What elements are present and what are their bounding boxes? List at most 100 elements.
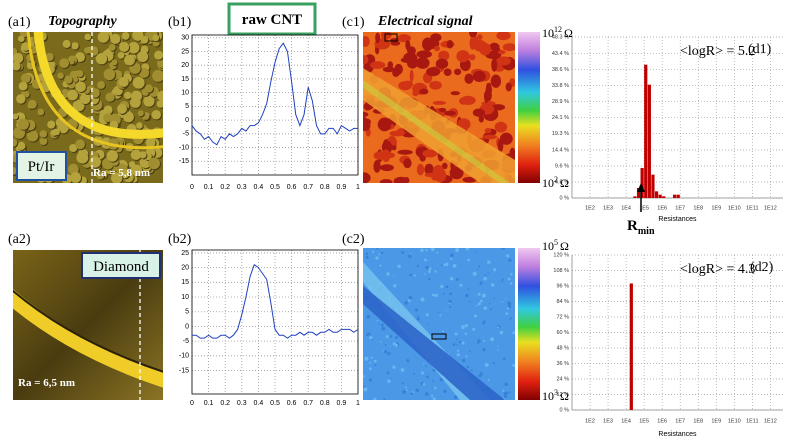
speck	[477, 268, 479, 270]
speck	[387, 379, 391, 383]
domain	[397, 149, 413, 155]
speck	[503, 391, 508, 396]
speck	[455, 338, 458, 340]
colorbar	[518, 32, 540, 183]
speck	[432, 368, 436, 372]
speck	[479, 371, 482, 374]
speck	[445, 285, 449, 289]
domain	[363, 120, 371, 132]
x-tick-label: 1E6	[657, 418, 667, 424]
speck	[442, 292, 445, 295]
grain	[76, 151, 89, 164]
exponent: 3	[554, 388, 558, 397]
domain	[405, 39, 411, 51]
y-tick-label: 5	[185, 309, 189, 316]
grain	[27, 99, 37, 109]
panel-label: (b1)	[168, 15, 192, 30]
cnt-band	[363, 80, 510, 183]
speck	[363, 375, 365, 378]
profile	[191, 42, 358, 146]
y-tick-label: 72 %	[556, 314, 569, 320]
speck	[449, 305, 452, 309]
cnt	[33, 32, 163, 139]
domain	[438, 50, 450, 61]
speck	[363, 387, 368, 392]
speck	[455, 248, 460, 253]
speck	[478, 374, 482, 378]
speck	[440, 284, 444, 289]
grain	[67, 163, 79, 175]
bar	[654, 191, 659, 198]
speck	[440, 264, 443, 267]
x-tick-label: 1E3	[603, 418, 613, 424]
domain	[494, 121, 508, 133]
x-tick-label: 0.8	[320, 400, 330, 407]
speck	[505, 312, 509, 316]
y-tick-label: 48.3 %	[552, 34, 569, 40]
domain	[473, 36, 479, 44]
domain	[402, 80, 414, 88]
speck	[371, 339, 373, 341]
domain	[409, 69, 414, 82]
grain	[97, 80, 106, 89]
speck	[493, 297, 495, 300]
grain	[137, 110, 144, 117]
grain	[130, 97, 141, 108]
speck	[415, 388, 419, 392]
domain	[438, 107, 447, 113]
colorbar-label: 1012 Ω	[542, 25, 573, 40]
grain	[123, 111, 134, 123]
speck	[384, 344, 387, 346]
domain	[468, 54, 476, 61]
domain	[484, 127, 492, 134]
domain	[403, 158, 412, 169]
speck	[484, 363, 489, 367]
colorbar	[518, 248, 540, 400]
speck	[490, 337, 495, 342]
speck	[393, 275, 395, 277]
grain	[117, 103, 127, 114]
colorbar-label: 105 Ω	[542, 238, 569, 253]
grain	[23, 90, 30, 98]
speck	[461, 341, 465, 345]
speck	[363, 385, 365, 388]
x-axis-label: Resistances	[658, 216, 697, 223]
domain	[382, 66, 395, 73]
speck	[504, 382, 509, 387]
speck	[502, 389, 505, 392]
cnt	[13, 288, 163, 388]
domain	[379, 179, 393, 183]
speck	[431, 293, 435, 297]
base: 10	[542, 239, 554, 253]
base: 10	[542, 26, 554, 40]
speck	[405, 389, 408, 392]
y-tick-label: 9.6 %	[555, 163, 569, 169]
speck	[369, 361, 372, 364]
speck	[449, 277, 454, 281]
base: 10	[542, 176, 554, 190]
domain	[426, 67, 441, 77]
speck	[381, 349, 384, 352]
grain	[95, 53, 108, 65]
y-tick-label: 25	[181, 250, 189, 257]
unit: Ω	[560, 176, 569, 190]
domain	[477, 34, 483, 40]
speck	[375, 256, 379, 260]
grain	[17, 118, 29, 130]
x-tick-label: 1E12	[764, 205, 777, 211]
speck	[482, 348, 486, 352]
arrow-head	[637, 183, 645, 192]
speck	[450, 257, 453, 261]
x-tick-label: 0.2	[220, 184, 230, 191]
panel-label: (a1)	[8, 15, 31, 30]
panel-label: (a2)	[8, 232, 31, 247]
y-tick-label: -10	[179, 353, 189, 360]
bar	[651, 174, 655, 198]
header-box	[227, 2, 317, 36]
grain	[57, 122, 69, 134]
speck	[381, 326, 386, 331]
speck	[456, 349, 460, 352]
speck	[376, 248, 379, 250]
tip-box	[81, 252, 161, 279]
panel-label: (d1)	[748, 42, 772, 57]
